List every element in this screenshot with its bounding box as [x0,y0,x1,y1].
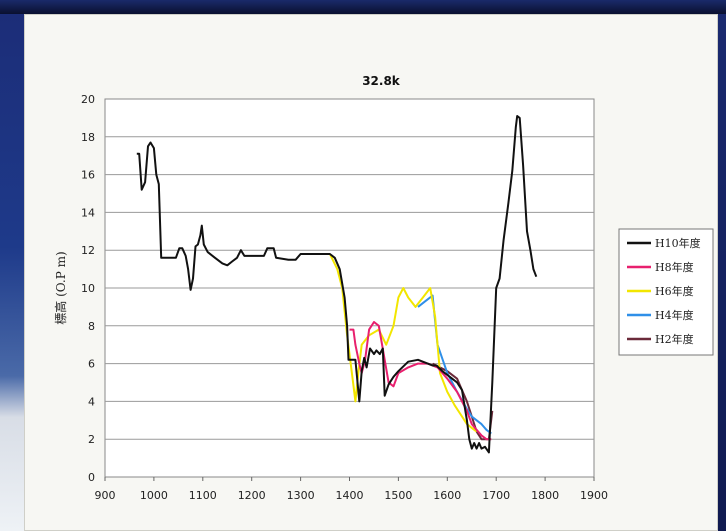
y-tick-label: 16 [81,169,95,182]
x-tick-label: 1500 [384,489,412,502]
y-axis-label: 標高 (O.P m) [53,251,68,324]
elevation-line-chart: 900 1000 1100 1200 1300 1400 1500 1600 1700 1800 1… [53,74,714,502]
x-tick-label: 900 [95,489,116,502]
legend-label: H4年度 [655,308,694,322]
x-tick-label: 1200 [238,489,266,502]
x-tick-labels: 900 1000 1100 1200 1300 1400 1500 1600 1700 1800 1… [95,477,608,502]
y-tick-label: 20 [81,93,95,106]
y-tick-label: 14 [81,206,95,219]
x-tick-label: 1300 [287,489,315,502]
y-tick-label: 8 [88,320,95,333]
x-tick-label: 1100 [189,489,217,502]
x-tick-label: 1400 [336,489,364,502]
y-tick-label: 2 [88,433,95,446]
x-tick-label: 1900 [580,489,608,502]
y-tick-labels: 0 2 4 6 8 10 12 14 16 18 20 [81,93,95,484]
chart-title: 32.8k [362,74,401,88]
series-lines [136,115,538,454]
y-tick-label: 12 [81,244,95,257]
y-tick-label: 0 [88,471,95,484]
legend-label: H8年度 [655,260,694,274]
x-tick-label: 1000 [140,489,168,502]
chart-slide: 900 1000 1100 1200 1300 1400 1500 1600 1700 1800 1… [24,14,718,531]
x-tick-label: 1700 [482,489,510,502]
legend-label: H6年度 [655,284,694,298]
y-tick-label: 18 [81,131,95,144]
legend-label: H10年度 [655,236,701,250]
y-tick-label: 10 [81,282,95,295]
series-line-4 [136,115,538,454]
slide-background-left [0,14,24,531]
y-tick-label: 4 [88,395,95,408]
legend: H10年度 H8年度 H6年度 H4年度 H2年度 [618,228,714,356]
series-line-2 [329,253,478,433]
legend-label: H2年度 [655,332,694,346]
x-tick-label: 1800 [531,489,559,502]
x-tick-label: 1600 [433,489,461,502]
slide-background-right [716,14,726,531]
slide-background-top [0,0,726,14]
y-tick-label: 6 [88,358,95,371]
